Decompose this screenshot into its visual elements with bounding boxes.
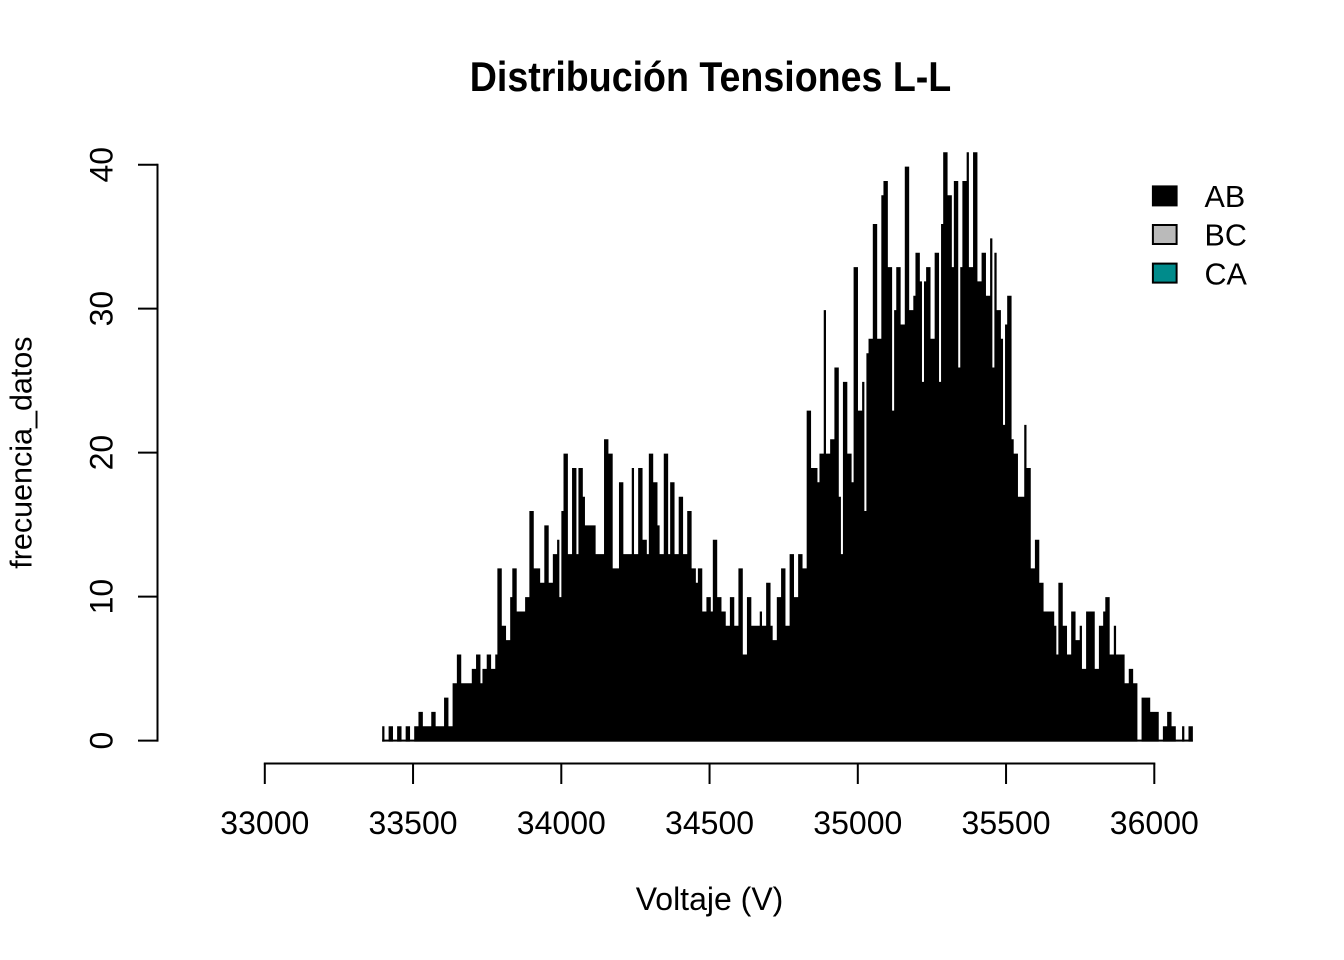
svg-text:36000: 36000 [1110, 805, 1199, 841]
svg-text:0: 0 [83, 732, 119, 750]
svg-text:frecuencia_datos: frecuencia_datos [5, 336, 39, 568]
svg-text:30: 30 [83, 291, 119, 327]
svg-text:20: 20 [83, 435, 119, 471]
svg-text:Distribución Tensiones L-L: Distribución Tensiones L-L [470, 53, 952, 100]
svg-text:CA: CA [1205, 257, 1248, 291]
svg-text:Voltaje (V): Voltaje (V) [636, 881, 784, 917]
svg-text:35500: 35500 [962, 805, 1051, 841]
svg-text:10: 10 [83, 579, 119, 615]
svg-text:34000: 34000 [517, 805, 606, 841]
svg-text:34500: 34500 [665, 805, 754, 841]
svg-text:33000: 33000 [220, 805, 309, 841]
svg-text:33500: 33500 [369, 805, 458, 841]
svg-text:40: 40 [83, 147, 119, 183]
svg-text:BC: BC [1205, 219, 1247, 253]
svg-text:AB: AB [1205, 180, 1246, 214]
svg-text:35000: 35000 [813, 805, 902, 841]
